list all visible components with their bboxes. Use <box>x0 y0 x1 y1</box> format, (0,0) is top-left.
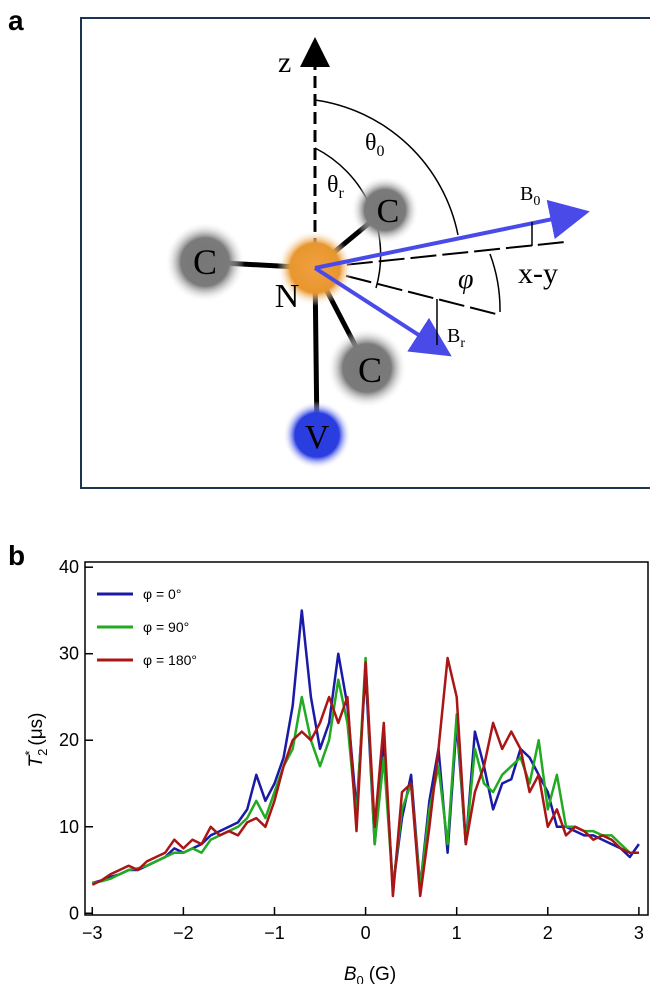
x-tick-label: −1 <box>264 923 285 943</box>
label-unit: (G) <box>369 964 396 984</box>
plot-frame <box>84 561 649 916</box>
y-tick-label: 30 <box>59 644 79 664</box>
atom <box>165 222 245 302</box>
atom-label: N <box>275 278 300 315</box>
label-sub: 0 <box>533 194 540 209</box>
series-line <box>91 656 639 898</box>
legend-label: φ = 180° <box>143 652 197 668</box>
angle-arc <box>314 99 459 236</box>
angle-label: φ <box>458 264 474 295</box>
x-tick-label: −2 <box>173 923 194 943</box>
panel-label: b <box>8 540 25 571</box>
axis-label: x-y <box>518 257 558 290</box>
label-text: B <box>447 325 460 347</box>
y-tick-label: 20 <box>59 730 79 750</box>
x-tick-label: 0 <box>361 923 371 943</box>
y-tick-label: 0 <box>69 903 79 923</box>
atom-label: C <box>193 242 217 282</box>
label-text: θ <box>327 172 339 198</box>
label-sup: * <box>22 751 37 756</box>
x-tick-label: −3 <box>82 923 103 943</box>
vector-label: Br <box>447 325 465 351</box>
xy-plane <box>314 241 566 269</box>
x-tick-label: 2 <box>543 923 553 943</box>
angle-arc <box>489 253 501 313</box>
axis-label: z <box>278 46 291 79</box>
atom <box>283 401 351 469</box>
legend-label: φ = 90° <box>143 619 189 635</box>
label-text: B <box>344 964 357 984</box>
y-axis-label: T2* (μs) <box>22 712 50 767</box>
y-tick-label: 40 <box>59 557 79 577</box>
diagram-frame <box>80 17 650 489</box>
label-unit: (μs) <box>26 712 47 745</box>
label-sub: 0 <box>357 973 364 984</box>
x-tick-label: 3 <box>634 923 644 943</box>
atom-label: V <box>305 419 330 456</box>
label-text: T <box>26 755 47 768</box>
field-vector <box>313 266 452 357</box>
vector-label: B0 <box>520 183 540 209</box>
atom-label: C <box>377 193 400 230</box>
label-text: θ <box>365 130 377 156</box>
diagram: z θ0 θr C C C N V B0 Br φ x-y <box>80 17 650 489</box>
field-vector <box>314 199 590 270</box>
atom-label: C <box>358 350 382 390</box>
label-sub: r <box>460 336 465 351</box>
y-tick-label: 10 <box>59 817 79 837</box>
panel-label: a <box>8 5 24 36</box>
x-tick-label: 1 <box>452 923 462 943</box>
angle-label: θr <box>327 172 345 202</box>
angle-label: θ0 <box>365 130 385 160</box>
atom <box>327 328 407 408</box>
label-sub: r <box>339 185 345 202</box>
legend-label: φ = 0° <box>143 586 181 602</box>
x-axis-label: B0 (G) <box>344 964 396 984</box>
label-sub: 2 <box>35 749 50 756</box>
label-text: B <box>520 183 533 205</box>
series-line <box>92 656 639 889</box>
label-sub: 0 <box>377 143 385 160</box>
atom <box>351 176 419 244</box>
